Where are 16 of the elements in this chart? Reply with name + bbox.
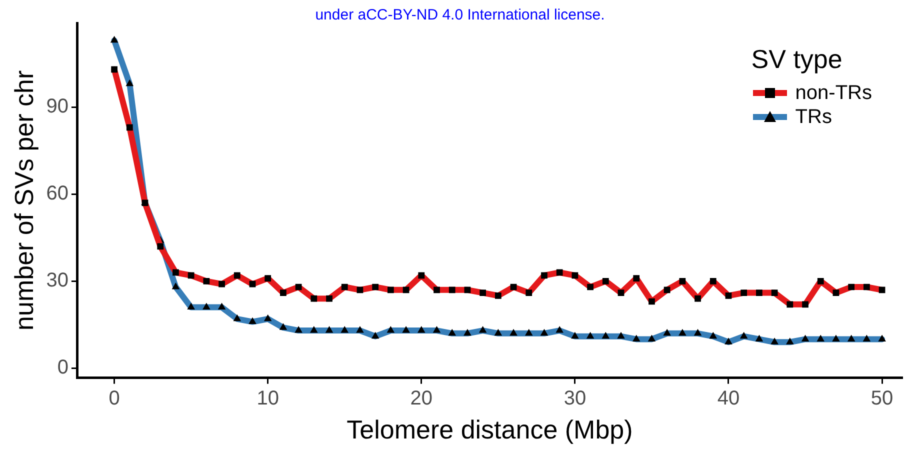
x-tick-label: 50 xyxy=(870,387,894,410)
x-tick-label: 10 xyxy=(256,387,279,410)
legend-label: non-TRs xyxy=(795,81,872,105)
y-tick-label: 90 xyxy=(46,96,68,118)
annotation: under aCC-BY-ND 4.0 International license. xyxy=(315,6,605,24)
y-tick-label: 0 xyxy=(57,356,68,379)
x-axis-title: Telomere distance (Mbp) xyxy=(346,414,633,445)
x-tick-label: 0 xyxy=(108,387,120,410)
y-tick-label: 30 xyxy=(46,270,68,292)
x-tick-label: 20 xyxy=(410,387,433,410)
x-tick-label: 30 xyxy=(564,387,586,410)
y-tick-label: 60 xyxy=(46,182,68,205)
legend-title: SV type xyxy=(751,44,844,75)
x-tick-label: 40 xyxy=(717,387,740,410)
legend-label: TRs xyxy=(795,105,832,129)
y-axis-title: number of SVs per chr xyxy=(8,70,39,330)
